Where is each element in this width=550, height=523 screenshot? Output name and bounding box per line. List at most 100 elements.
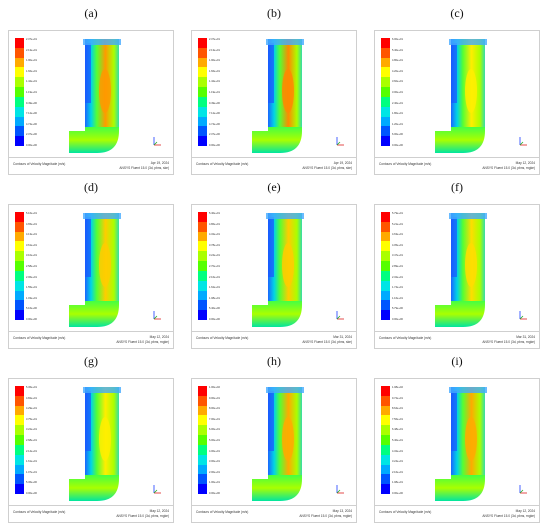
low-velocity-zone: [451, 43, 457, 103]
colorbar-tick-label: 1.03e+01: [26, 296, 37, 300]
colorbar-ticks: 2.37e+01 2.13e+01 1.90e+01 1.66e+01 1.42e+01…: [26, 36, 56, 148]
panel-footer: Contours of Velocity Magnitude (m/s) May …: [375, 157, 539, 174]
colorbar-swatch: [381, 116, 390, 127]
colorbar-swatch: [198, 116, 207, 127]
contour-panel: 5.36e+01 4.82e+01 4.29e+01 3.75e+01 3.22e+01…: [8, 378, 174, 523]
colorbar-swatch: [15, 231, 24, 242]
colorbar-tick-label: 3.24e+01: [392, 460, 403, 464]
colorbar-swatch: [15, 87, 24, 97]
colorbar-swatch: [15, 415, 24, 426]
colorbar-tick-label: 2.40e+01: [392, 101, 403, 105]
colorbar-swatch: [15, 212, 24, 222]
colorbar-swatch: [381, 77, 390, 88]
colorbar-tick-label: 2.13e+01: [209, 48, 220, 52]
colorbar: [15, 38, 24, 146]
colorbar-tick-label: 2.37e+00: [26, 133, 37, 137]
colorbar-tick-label: 5.36e+01: [26, 386, 37, 389]
colorbar-swatch: [198, 67, 207, 78]
colorbar-swatch: [15, 310, 24, 320]
colorbar-tick-label: 2.00e+01: [209, 470, 220, 474]
panel-label: (c): [450, 6, 464, 20]
footer-version: ANSYS Fluent 15.0 (3d, pbns, rngke): [482, 340, 535, 344]
colorbar-swatch: [198, 310, 207, 320]
colorbar-swatch: [381, 87, 390, 97]
footer-date: May 13, 2024: [332, 509, 352, 513]
panel-label: (f): [451, 180, 463, 194]
duct-bend: [435, 301, 485, 327]
colorbar-swatch: [15, 435, 24, 445]
colorbar-swatch: [381, 464, 390, 475]
colorbar-tick-label: 0.00e+00: [209, 318, 220, 321]
colorbar-tick-label: 2.68e+01: [26, 439, 37, 442]
colorbar-tick-label: 4.65e+01: [26, 222, 37, 226]
colorbar-tick-label: 7.56e+01: [392, 417, 403, 421]
colorbar-tick-label: 4.63e+01: [392, 233, 403, 237]
footer-version: ANSYS Fluent 15.0 (3d, pbns, rngke): [299, 514, 352, 518]
panel-footer: Contours of Velocity Magnitude (m/s) May …: [375, 505, 539, 522]
colorbar-swatch: [381, 270, 390, 281]
colorbar-tick-label: 3.22e+01: [26, 428, 37, 432]
colorbar-swatch: [15, 221, 24, 232]
colorbar-tick-label: 7.00e+01: [209, 417, 220, 421]
duct-bend: [69, 475, 119, 501]
colorbar-tick-label: 3.24e+01: [209, 254, 220, 258]
colorbar-swatch: [15, 38, 24, 48]
colorbar-tick-label: 5.21e+01: [392, 222, 403, 226]
colorbar-swatch: [15, 386, 24, 396]
colorbar-tick-label: 4.32e+01: [392, 449, 403, 453]
colorbar-tick-label: 3.00e+01: [209, 460, 220, 464]
colorbar-tick-label: 1.42e+01: [209, 80, 220, 84]
colorbar-swatch: [198, 106, 207, 117]
colorbar-swatch: [198, 405, 207, 416]
colorbar-ticks: 5.79e+01 5.21e+01 4.63e+01 4.05e+01 3.47e+01…: [392, 210, 422, 322]
contour-panel: 6.00e+01 5.40e+01 4.80e+01 4.20e+01 3.60e+01…: [374, 30, 540, 175]
colorbar-swatch: [381, 405, 390, 416]
colorbar-tick-label: 5.16e+00: [26, 307, 37, 311]
velocity-contour-plot: [435, 387, 527, 501]
panel-footer: Contours of Velocity Magnitude (m/s) May …: [9, 505, 173, 522]
colorbar-tick-label: 3.47e+01: [392, 254, 403, 258]
colorbar-tick-label: 2.32e+01: [392, 275, 403, 279]
colorbar-swatch: [198, 87, 207, 97]
colorbar-swatch: [15, 241, 24, 252]
velocity-contour-plot: [252, 213, 344, 327]
velocity-contour-plot: [69, 39, 161, 153]
colorbar-tick-label: 1.00e+01: [209, 481, 220, 485]
contour-panel: 5.79e+01 5.21e+01 4.63e+01 4.05e+01 3.47e+01…: [374, 204, 540, 349]
colorbar-tick-label: 1.19e+01: [209, 91, 220, 94]
colorbar-swatch: [381, 425, 390, 436]
colorbar-tick-label: 5.40e+01: [209, 212, 220, 215]
inlet-region: [266, 39, 304, 45]
inlet-region: [449, 387, 487, 393]
colorbar-swatch: [381, 444, 390, 455]
colorbar-tick-label: 0.00e+00: [26, 144, 37, 147]
colorbar-tick-label: 1.90e+01: [209, 59, 220, 63]
colorbar-swatch: [381, 435, 390, 445]
panel-label: (i): [451, 354, 463, 368]
low-velocity-zone: [451, 391, 457, 451]
colorbar-tick-label: 1.90e+01: [26, 59, 37, 63]
footer-date: Apr 19, 2024: [333, 161, 352, 165]
colorbar-ticks: 5.16e+01 4.65e+01 4.13e+01 3.61e+01 3.10e+01…: [26, 210, 56, 322]
panel-label: (d): [84, 180, 98, 194]
panel-footer: Contours of Velocity Magnitude (m/s) May …: [9, 331, 173, 348]
colorbar-swatch: [198, 454, 207, 465]
panel-label: (a): [84, 6, 98, 20]
colorbar-tick-label: 2.58e+01: [26, 265, 37, 268]
colorbar-swatch: [15, 290, 24, 301]
colorbar-swatch: [381, 221, 390, 232]
colorbar-tick-label: 3.75e+01: [26, 417, 37, 421]
footer-title: Contours of Velocity Magnitude (m/s): [196, 336, 249, 340]
duct-bend: [252, 127, 302, 153]
contour-panel: 2.37e+01 2.13e+01 1.90e+01 1.66e+01 1.42e+01…: [8, 30, 174, 175]
footer-version: ANSYS Fluent 15.0 (3d, pbns, ske): [119, 166, 169, 170]
colorbar-tick-label: 7.12e+00: [209, 112, 220, 116]
colorbar-swatch: [15, 464, 24, 475]
velocity-contour-plot: [435, 39, 527, 153]
low-velocity-zone: [85, 391, 91, 451]
colorbar-swatch: [381, 212, 390, 222]
colorbar: [198, 212, 207, 320]
axis-triad: [153, 311, 161, 320]
axis-triad: [519, 137, 527, 146]
colorbar-swatch: [198, 386, 207, 396]
